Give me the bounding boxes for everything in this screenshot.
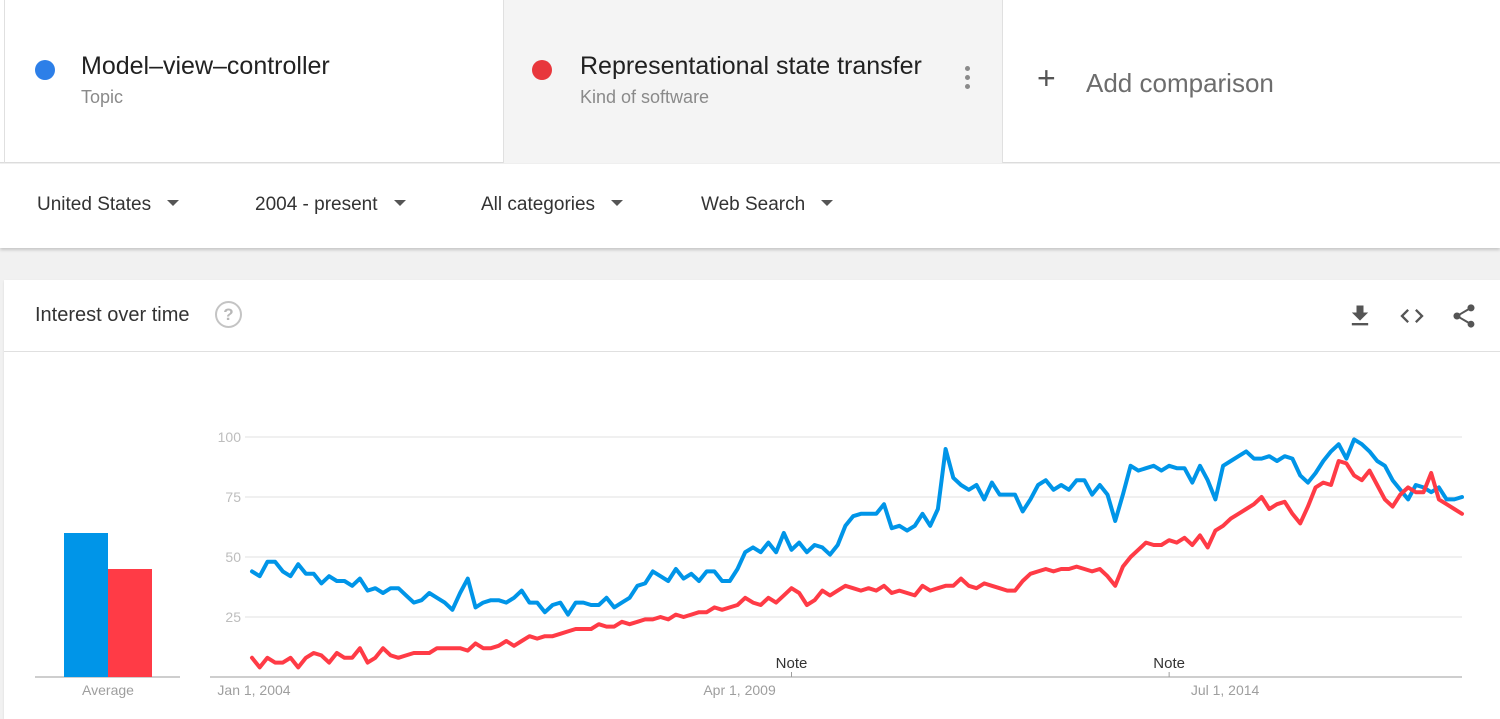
average-bar xyxy=(64,533,108,677)
x-tick-label: Jul 1, 2014 xyxy=(1191,682,1260,698)
download-icon[interactable] xyxy=(1346,302,1374,330)
help-circle-icon[interactable]: ? xyxy=(215,301,242,328)
card-header: Interest over time ? xyxy=(4,280,1500,352)
y-tick-label: 100 xyxy=(218,429,242,445)
plus-icon: + xyxy=(1037,60,1056,96)
comparison-term-1[interactable]: Model–view–controller Topic xyxy=(4,0,503,163)
region-dropdown[interactable]: United States xyxy=(37,194,180,216)
category-dropdown[interactable]: All categories xyxy=(481,194,624,216)
average-bar xyxy=(108,569,152,677)
series-color-dot xyxy=(532,60,552,80)
share-icon[interactable] xyxy=(1450,302,1478,330)
interest-over-time-card: Interest over time ? xyxy=(4,280,1500,719)
dropdown-arrow-icon xyxy=(611,199,624,206)
term-name: Representational state transfer xyxy=(580,52,922,80)
add-comparison-button[interactable]: + Add comparison xyxy=(1003,0,1500,163)
y-tick-label: 75 xyxy=(225,489,241,505)
time-range-label: 2004 - present xyxy=(255,194,378,215)
more-vert-icon[interactable] xyxy=(960,66,974,92)
comparison-bar: Model–view–controller Topic Representati… xyxy=(0,0,1500,163)
x-tick-label: Jan 1, 2004 xyxy=(217,682,290,698)
card-title: Interest over time xyxy=(35,304,190,326)
average-label: Average xyxy=(82,682,134,698)
comparison-term-2[interactable]: Representational state transfer Kind of … xyxy=(503,0,1003,163)
y-tick-label: 50 xyxy=(225,549,241,565)
filter-bar: United States 2004 - present All categor… xyxy=(0,164,1500,248)
category-label: All categories xyxy=(481,194,596,215)
term-type: Kind of software xyxy=(580,87,710,107)
dropdown-arrow-icon xyxy=(821,199,834,206)
series-line xyxy=(250,437,1464,617)
series-line xyxy=(250,459,1464,670)
search-type-dropdown[interactable]: Web Search xyxy=(701,194,834,216)
dropdown-arrow-icon xyxy=(167,199,180,206)
dropdown-arrow-icon xyxy=(393,199,406,206)
term-type: Topic xyxy=(81,87,124,107)
time-range-dropdown[interactable]: 2004 - present xyxy=(255,194,406,216)
note-label: Note xyxy=(776,655,808,672)
term-name: Model–view–controller xyxy=(81,52,330,80)
region-label: United States xyxy=(37,194,152,215)
embed-code-icon[interactable] xyxy=(1398,302,1426,330)
x-tick-label: Apr 1, 2009 xyxy=(703,682,776,698)
series-color-dot xyxy=(35,60,55,80)
search-type-label: Web Search xyxy=(701,194,806,215)
add-comparison-label: Add comparison xyxy=(1086,68,1274,98)
note-label: Note xyxy=(1153,655,1185,672)
y-tick-label: 25 xyxy=(225,609,241,625)
